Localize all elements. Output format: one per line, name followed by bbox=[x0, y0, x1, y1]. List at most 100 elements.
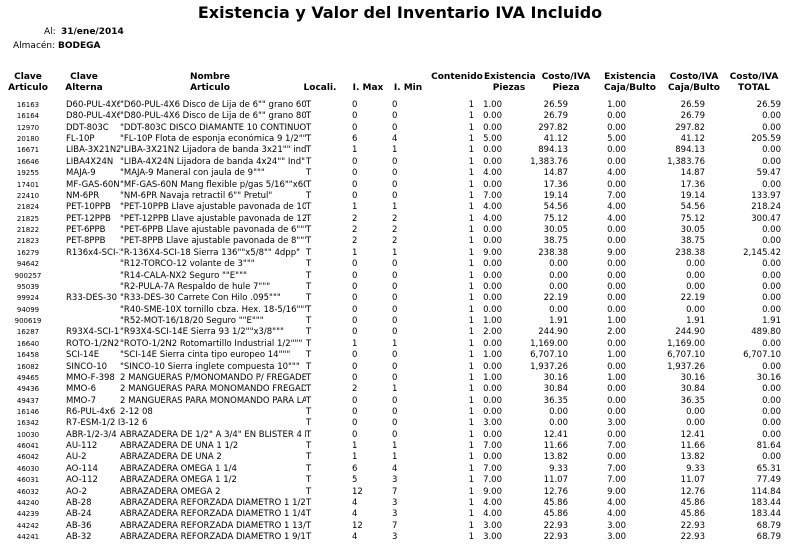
table-cell: 49465 bbox=[16, 373, 40, 382]
table-cell: T bbox=[306, 122, 312, 133]
table-cell: "FL-10P Flota de esponja económica 9 1/2… bbox=[120, 134, 306, 145]
table-cell: 3.00 bbox=[483, 532, 502, 543]
table-cell: 1 bbox=[352, 452, 358, 463]
table-cell: 0 bbox=[392, 372, 398, 383]
table-cell: 0.00 bbox=[549, 406, 568, 417]
table-cell: 4.00 bbox=[483, 497, 502, 508]
date: 31/ene/2014 bbox=[61, 27, 124, 37]
table-cell: 30.84 bbox=[543, 384, 568, 395]
table-cell: 6 bbox=[352, 134, 358, 145]
table-cell: 0 bbox=[392, 350, 398, 361]
table-cell: 1 bbox=[468, 497, 474, 508]
table-cell: 21825 bbox=[16, 214, 40, 223]
table-cell: 41.12 bbox=[680, 134, 705, 145]
table-cell: MAJA-9 bbox=[66, 168, 96, 179]
table-cell: 1 bbox=[392, 441, 398, 452]
table-cell: 49437 bbox=[16, 396, 40, 405]
table-cell: 16146 bbox=[16, 407, 40, 416]
table-cell: 0.00 bbox=[483, 179, 502, 190]
table-cell: 12 bbox=[352, 486, 363, 497]
table-cell: 13.82 bbox=[543, 452, 568, 463]
table-cell: 244.90 bbox=[538, 327, 568, 338]
table-cell: 7.00 bbox=[607, 190, 626, 201]
table-cell: 12.41 bbox=[680, 429, 705, 440]
table-cell: T bbox=[306, 259, 312, 270]
table-cell: 0.00 bbox=[483, 122, 502, 133]
table-cell: 0.00 bbox=[762, 395, 781, 406]
column-header: Costo/IVA bbox=[669, 72, 719, 82]
table-cell: "R52-MOT-16/18/20 Seguro ""E""" bbox=[120, 316, 264, 327]
table-cell: 1 bbox=[468, 236, 474, 247]
table-cell: 0 bbox=[352, 281, 358, 292]
table-cell: 75.12 bbox=[543, 213, 568, 224]
table-cell: 1.91 bbox=[549, 316, 568, 327]
table-cell: T bbox=[306, 190, 312, 201]
table-cell: 30.16 bbox=[756, 372, 781, 383]
table-cell: 22.93 bbox=[543, 520, 568, 531]
table-cell: 5.00 bbox=[483, 134, 502, 145]
table-cell: 0.00 bbox=[549, 418, 568, 429]
table-cell: "NM-6PR Navaja retractil 6"" Pretul" bbox=[120, 190, 273, 201]
table-cell: "PET-12PPB Llave ajustable pavonada de 1… bbox=[120, 213, 306, 224]
table-cell: 0 bbox=[352, 259, 358, 270]
table-cell: 2 MANGUERAS P/MONOMANDO P/ FREGADERO bbox=[120, 372, 306, 383]
table-cell: 0.00 bbox=[483, 384, 502, 395]
table-cell: 1 bbox=[352, 202, 358, 213]
table-cell: 0.00 bbox=[607, 395, 626, 406]
column-header: Pieza bbox=[552, 83, 580, 93]
table-cell: 0.00 bbox=[483, 293, 502, 304]
table-cell: T bbox=[306, 168, 312, 179]
table-cell: 1 bbox=[468, 190, 474, 201]
column-header: Locali. bbox=[303, 83, 337, 93]
table-cell: 0 bbox=[392, 418, 398, 429]
table-cell: 0 bbox=[352, 350, 358, 361]
table-cell: 22.93 bbox=[543, 532, 568, 543]
table-cell: 1 bbox=[468, 395, 474, 406]
table-cell: 0.00 bbox=[549, 259, 568, 270]
table-cell: 2.00 bbox=[607, 327, 626, 338]
table-cell: 44239 bbox=[16, 510, 40, 519]
table-cell: 0.00 bbox=[483, 395, 502, 406]
table-cell: 0.00 bbox=[607, 122, 626, 133]
table-cell: 0.00 bbox=[483, 259, 502, 270]
table-cell: 4 bbox=[352, 532, 358, 543]
table-cell: 4.00 bbox=[483, 509, 502, 520]
table-cell: FL-10P bbox=[66, 134, 95, 145]
table-cell: "PET-8PPB Llave ajustable pavonada de 8"… bbox=[120, 236, 306, 247]
table-cell: 0.00 bbox=[483, 338, 502, 349]
table-cell: 1 bbox=[468, 475, 474, 486]
table-cell: 0.00 bbox=[483, 281, 502, 292]
table-cell: 183.44 bbox=[751, 497, 781, 508]
table-cell: 0 bbox=[352, 179, 358, 190]
column-header: Existencia bbox=[604, 72, 656, 82]
table-cell: AO-114 bbox=[66, 463, 98, 474]
table-cell: 3 bbox=[392, 532, 398, 543]
table-cell: D80-PUL-4X6 bbox=[66, 111, 120, 122]
table-cell: PET-6PPB bbox=[66, 225, 106, 236]
table-cell: ABRAZADERA OMEGA 1 1/4 bbox=[120, 463, 237, 474]
table-cell: 4.00 bbox=[607, 213, 626, 224]
table-cell: 3.00 bbox=[483, 418, 502, 429]
table-cell: AB-36 bbox=[66, 520, 92, 531]
table-cell: T bbox=[306, 327, 312, 338]
table-cell: 4.00 bbox=[483, 168, 502, 179]
column-header: Articulo bbox=[190, 83, 230, 93]
table-cell: 44242 bbox=[16, 521, 40, 530]
table-cell: 30.16 bbox=[680, 372, 705, 383]
table-cell: T bbox=[306, 293, 312, 304]
table-cell: 7 bbox=[392, 520, 398, 531]
table-cell: 1 bbox=[468, 316, 474, 327]
warehouse: BODEGA bbox=[58, 41, 101, 51]
table-cell: 75.12 bbox=[680, 213, 705, 224]
table-cell: 19.14 bbox=[680, 190, 705, 201]
table-cell: 0.00 bbox=[607, 361, 626, 372]
table-cell: 0.00 bbox=[483, 304, 502, 315]
table-cell: 3.00 bbox=[607, 418, 626, 429]
table-cell: 1 bbox=[468, 168, 474, 179]
table-cell: 0 bbox=[392, 156, 398, 167]
table-cell: 2 bbox=[392, 213, 398, 224]
table-cell: 0 bbox=[352, 190, 358, 201]
table-cell: ABR-1/2-3/4 bbox=[66, 429, 117, 440]
table-cell: 17.36 bbox=[543, 179, 568, 190]
table-cell: 0.00 bbox=[686, 281, 705, 292]
